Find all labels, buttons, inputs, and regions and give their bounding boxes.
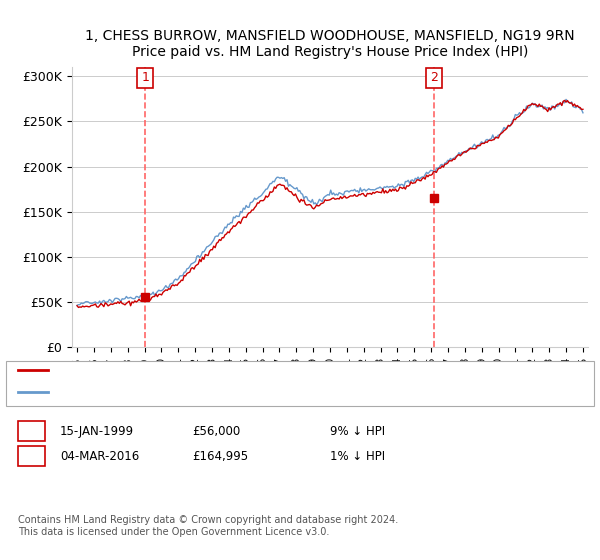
- Text: 2: 2: [430, 71, 438, 85]
- Text: 9% ↓ HPI: 9% ↓ HPI: [330, 424, 385, 438]
- Text: HPI: Average price, detached house, Mansfield: HPI: Average price, detached house, Mans…: [54, 387, 297, 397]
- Text: 2: 2: [28, 450, 35, 463]
- Text: 1% ↓ HPI: 1% ↓ HPI: [330, 450, 385, 463]
- Text: 04-MAR-2016: 04-MAR-2016: [60, 450, 139, 463]
- Text: 15-JAN-1999: 15-JAN-1999: [60, 424, 134, 438]
- Text: 1, CHESS BURROW, MANSFIELD WOODHOUSE, MANSFIELD, NG19 9RN (detached house): 1, CHESS BURROW, MANSFIELD WOODHOUSE, MA…: [54, 365, 515, 375]
- Text: Contains HM Land Registry data © Crown copyright and database right 2024.
This d: Contains HM Land Registry data © Crown c…: [18, 515, 398, 537]
- Text: 1: 1: [28, 424, 35, 438]
- Text: £164,995: £164,995: [192, 450, 248, 463]
- Title: 1, CHESS BURROW, MANSFIELD WOODHOUSE, MANSFIELD, NG19 9RN
Price paid vs. HM Land: 1, CHESS BURROW, MANSFIELD WOODHOUSE, MA…: [85, 29, 575, 59]
- Text: 1: 1: [141, 71, 149, 85]
- Text: £56,000: £56,000: [192, 424, 240, 438]
